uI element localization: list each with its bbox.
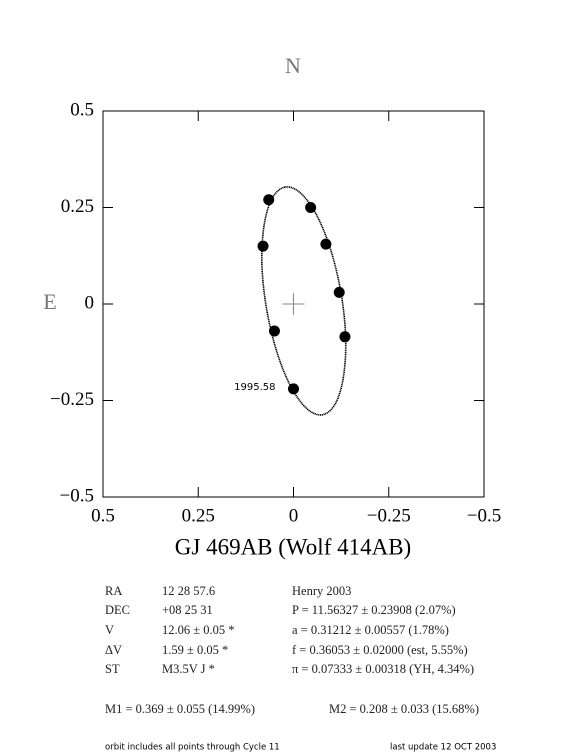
y-tick-label: 0.25 [61,196,94,217]
info-cell: ΔV [105,643,122,657]
info-cell: π = 0.07333 ± 0.00318 (YH, 4.34%) [292,662,474,676]
info-cell: 12.06 ± 0.05 * [162,623,235,637]
x-tick-label: −0.5 [467,505,501,526]
info-cell: 1.59 ± 0.05 * [162,643,228,657]
observation-point [339,331,351,343]
x-tick-label: 0.5 [91,505,115,526]
x-tick-label: 0 [289,505,299,526]
observation-point [263,194,275,206]
observation-point [257,240,269,252]
mass-value: M1 = 0.369 ± 0.055 (14.99%) [105,702,255,716]
y-tick-label: 0 [85,292,95,313]
info-cell: 12 28 57.6 [162,584,215,598]
chart-title: GJ 469AB (Wolf 414AB) [175,534,411,559]
observation-point [268,325,280,337]
observation-point [288,383,299,395]
y-tick-label: 0.5 [70,99,94,120]
info-cell: +08 25 31 [162,603,213,617]
observation-point [305,202,317,213]
info-cell: Henry 2003 [292,584,351,598]
footer-date: last update 12 OCT 2003 [390,743,496,753]
y-tick-label: −0.25 [50,389,94,410]
info-cell: ST [105,662,120,676]
info-cell: DEC [105,603,130,617]
annotation: 1995.58 [234,382,275,393]
info-cell: V [105,623,114,637]
y-tick-label: −0.5 [60,485,94,506]
footer-note: orbit includes all points through Cycle … [105,743,280,753]
observation-point [320,238,332,250]
north-label: N [285,53,301,78]
info-cell: P = 11.56327 ± 0.23908 (2.07%) [292,603,456,617]
mass-value: M2 = 0.208 ± 0.033 (15.68%) [329,702,479,716]
x-tick-label: 0.25 [182,505,215,526]
x-tick-label: −0.25 [367,505,411,526]
info-cell: RA [105,584,122,598]
east-label: E [43,289,56,314]
info-cell: a = 0.31212 ± 0.00557 (1.78%) [292,623,449,637]
info-cell: f = 0.36053 ± 0.02000 (est, 5.55%) [292,643,468,657]
observation-point [333,286,345,298]
info-cell: M3.5V J * [162,662,215,676]
orbit [261,186,347,416]
